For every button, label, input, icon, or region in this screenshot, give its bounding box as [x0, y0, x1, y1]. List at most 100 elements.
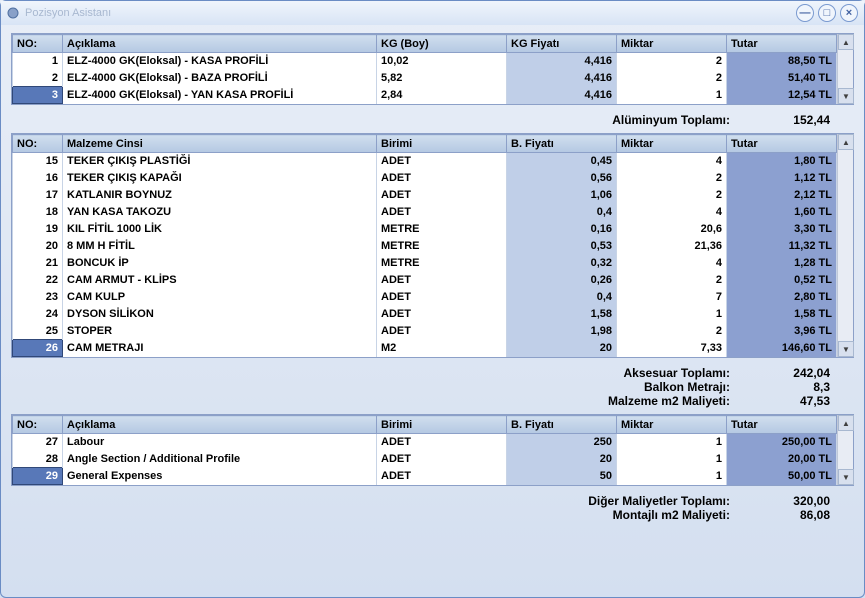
table-row[interactable]: 23CAM KULPADET0,472,80 TL [13, 289, 837, 306]
cell[interactable]: TEKER ÇIKIŞ PLASTİĞİ [63, 153, 377, 170]
cell[interactable]: ADET [377, 323, 507, 340]
table-row[interactable]: 18YAN KASA TAKOZUADET0,441,60 TL [13, 204, 837, 221]
cell[interactable]: CAM ARMUT - KLİPS [63, 272, 377, 289]
cell[interactable]: 0,4 [507, 289, 617, 306]
cell[interactable]: 15 [13, 153, 63, 170]
table-row[interactable]: 28Angle Section / Additional ProfileADET… [13, 451, 837, 468]
scrollbar-vertical[interactable]: ▲ ▼ [837, 34, 853, 104]
cell[interactable]: 50,00 TL [727, 468, 837, 485]
scrollbar-vertical[interactable]: ▲ ▼ [837, 415, 853, 485]
table-row[interactable]: 15TEKER ÇIKIŞ PLASTİĞİADET0,4541,80 TL [13, 153, 837, 170]
cell[interactable]: 2 [617, 272, 727, 289]
table-row[interactable]: 19KIL FİTİL 1000 LİKMETRE0,1620,63,30 TL [13, 221, 837, 238]
cell[interactable]: 2 [617, 323, 727, 340]
cell[interactable]: ADET [377, 187, 507, 204]
cell[interactable]: ELZ-4000 GK(Eloksal) - YAN KASA PROFİLİ [63, 87, 377, 104]
cell[interactable]: TEKER ÇIKIŞ KAPAĞI [63, 170, 377, 187]
cell[interactable]: CAM METRAJI [63, 340, 377, 357]
cell[interactable]: General Expenses [63, 468, 377, 485]
cell[interactable]: CAM KULP [63, 289, 377, 306]
cell[interactable]: ELZ-4000 GK(Eloksal) - BAZA PROFİLİ [63, 70, 377, 87]
header-no[interactable]: NO: [13, 135, 63, 153]
cell[interactable]: 3,30 TL [727, 221, 837, 238]
cell[interactable]: 4 [617, 204, 727, 221]
header-total[interactable]: Tutar [727, 135, 837, 153]
cell[interactable]: 25 [13, 323, 63, 340]
cell[interactable]: ADET [377, 434, 507, 451]
scroll-down-icon[interactable]: ▼ [838, 341, 854, 357]
cell[interactable]: 1 [13, 53, 63, 70]
cell[interactable]: ADET [377, 153, 507, 170]
header-unit[interactable]: Birimi [377, 416, 507, 434]
cell[interactable]: 1,12 TL [727, 170, 837, 187]
cell[interactable]: 1 [617, 434, 727, 451]
cell[interactable]: 0,26 [507, 272, 617, 289]
cell[interactable]: 8 MM H FİTİL [63, 238, 377, 255]
cell[interactable]: BONCUK İP [63, 255, 377, 272]
table-row[interactable]: 3ELZ-4000 GK(Eloksal) - YAN KASA PROFİLİ… [13, 87, 837, 104]
header-price[interactable]: B. Fiyatı [507, 135, 617, 153]
header-desc[interactable]: Açıklama [63, 35, 377, 53]
cell[interactable]: ADET [377, 468, 507, 485]
cell[interactable]: ADET [377, 289, 507, 306]
table-row[interactable]: 29General ExpensesADET50150,00 TL [13, 468, 837, 485]
cell[interactable]: METRE [377, 255, 507, 272]
cell[interactable]: DYSON SİLİKON [63, 306, 377, 323]
cell[interactable]: 0,56 [507, 170, 617, 187]
cell[interactable]: 28 [13, 451, 63, 468]
scroll-up-icon[interactable]: ▲ [838, 415, 854, 431]
close-button[interactable]: × [840, 4, 858, 22]
cell[interactable]: Labour [63, 434, 377, 451]
cell[interactable]: 20 [507, 451, 617, 468]
scroll-down-icon[interactable]: ▼ [838, 469, 854, 485]
cell[interactable]: 20 [13, 238, 63, 255]
scroll-up-icon[interactable]: ▲ [838, 34, 854, 50]
cell[interactable]: 3 [13, 87, 63, 104]
cell[interactable]: 2 [617, 170, 727, 187]
header-price[interactable]: B. Fiyatı [507, 416, 617, 434]
header-qty[interactable]: Miktar [617, 135, 727, 153]
cell[interactable]: 250 [507, 434, 617, 451]
table-row[interactable]: 16TEKER ÇIKIŞ KAPAĞIADET0,5621,12 TL [13, 170, 837, 187]
cell[interactable]: 11,32 TL [727, 238, 837, 255]
cell[interactable]: 250,00 TL [727, 434, 837, 451]
cell[interactable]: 88,50 TL [727, 53, 837, 70]
cell[interactable]: 22 [13, 272, 63, 289]
cell[interactable]: 27 [13, 434, 63, 451]
cell[interactable]: 2 [617, 53, 727, 70]
cell[interactable]: 2,84 [377, 87, 507, 104]
cell[interactable]: METRE [377, 221, 507, 238]
cell[interactable]: 1 [617, 451, 727, 468]
table-row[interactable]: 17KATLANIR BOYNUZADET1,0622,12 TL [13, 187, 837, 204]
scrollbar-vertical[interactable]: ▲ ▼ [837, 134, 853, 357]
header-qty[interactable]: Miktar [617, 35, 727, 53]
cell[interactable]: 4 [617, 255, 727, 272]
cell[interactable]: 20,00 TL [727, 451, 837, 468]
table-row[interactable]: 208 MM H FİTİLMETRE0,5321,3611,32 TL [13, 238, 837, 255]
cell[interactable]: 3,96 TL [727, 323, 837, 340]
cell[interactable]: 10,02 [377, 53, 507, 70]
cell[interactable]: 0,53 [507, 238, 617, 255]
cell[interactable]: ADET [377, 204, 507, 221]
header-desc[interactable]: Malzeme Cinsi [63, 135, 377, 153]
cell[interactable]: 2,80 TL [727, 289, 837, 306]
cell[interactable]: M2 [377, 340, 507, 357]
table-row[interactable]: 27LabourADET2501250,00 TL [13, 434, 837, 451]
cell[interactable]: 21,36 [617, 238, 727, 255]
cell[interactable]: 50 [507, 468, 617, 485]
cell[interactable]: METRE [377, 238, 507, 255]
scroll-up-icon[interactable]: ▲ [838, 134, 854, 150]
cell[interactable]: 2,12 TL [727, 187, 837, 204]
cell[interactable]: 24 [13, 306, 63, 323]
cell[interactable]: 2 [13, 70, 63, 87]
cell[interactable]: ADET [377, 306, 507, 323]
cell[interactable]: 19 [13, 221, 63, 238]
cell[interactable]: 1,80 TL [727, 153, 837, 170]
cell[interactable]: 7 [617, 289, 727, 306]
cell[interactable]: 146,60 TL [727, 340, 837, 357]
cell[interactable]: 4,416 [507, 70, 617, 87]
cell[interactable]: 7,33 [617, 340, 727, 357]
cell[interactable]: 17 [13, 187, 63, 204]
cell[interactable]: 2 [617, 70, 727, 87]
cell[interactable]: 1,58 [507, 306, 617, 323]
